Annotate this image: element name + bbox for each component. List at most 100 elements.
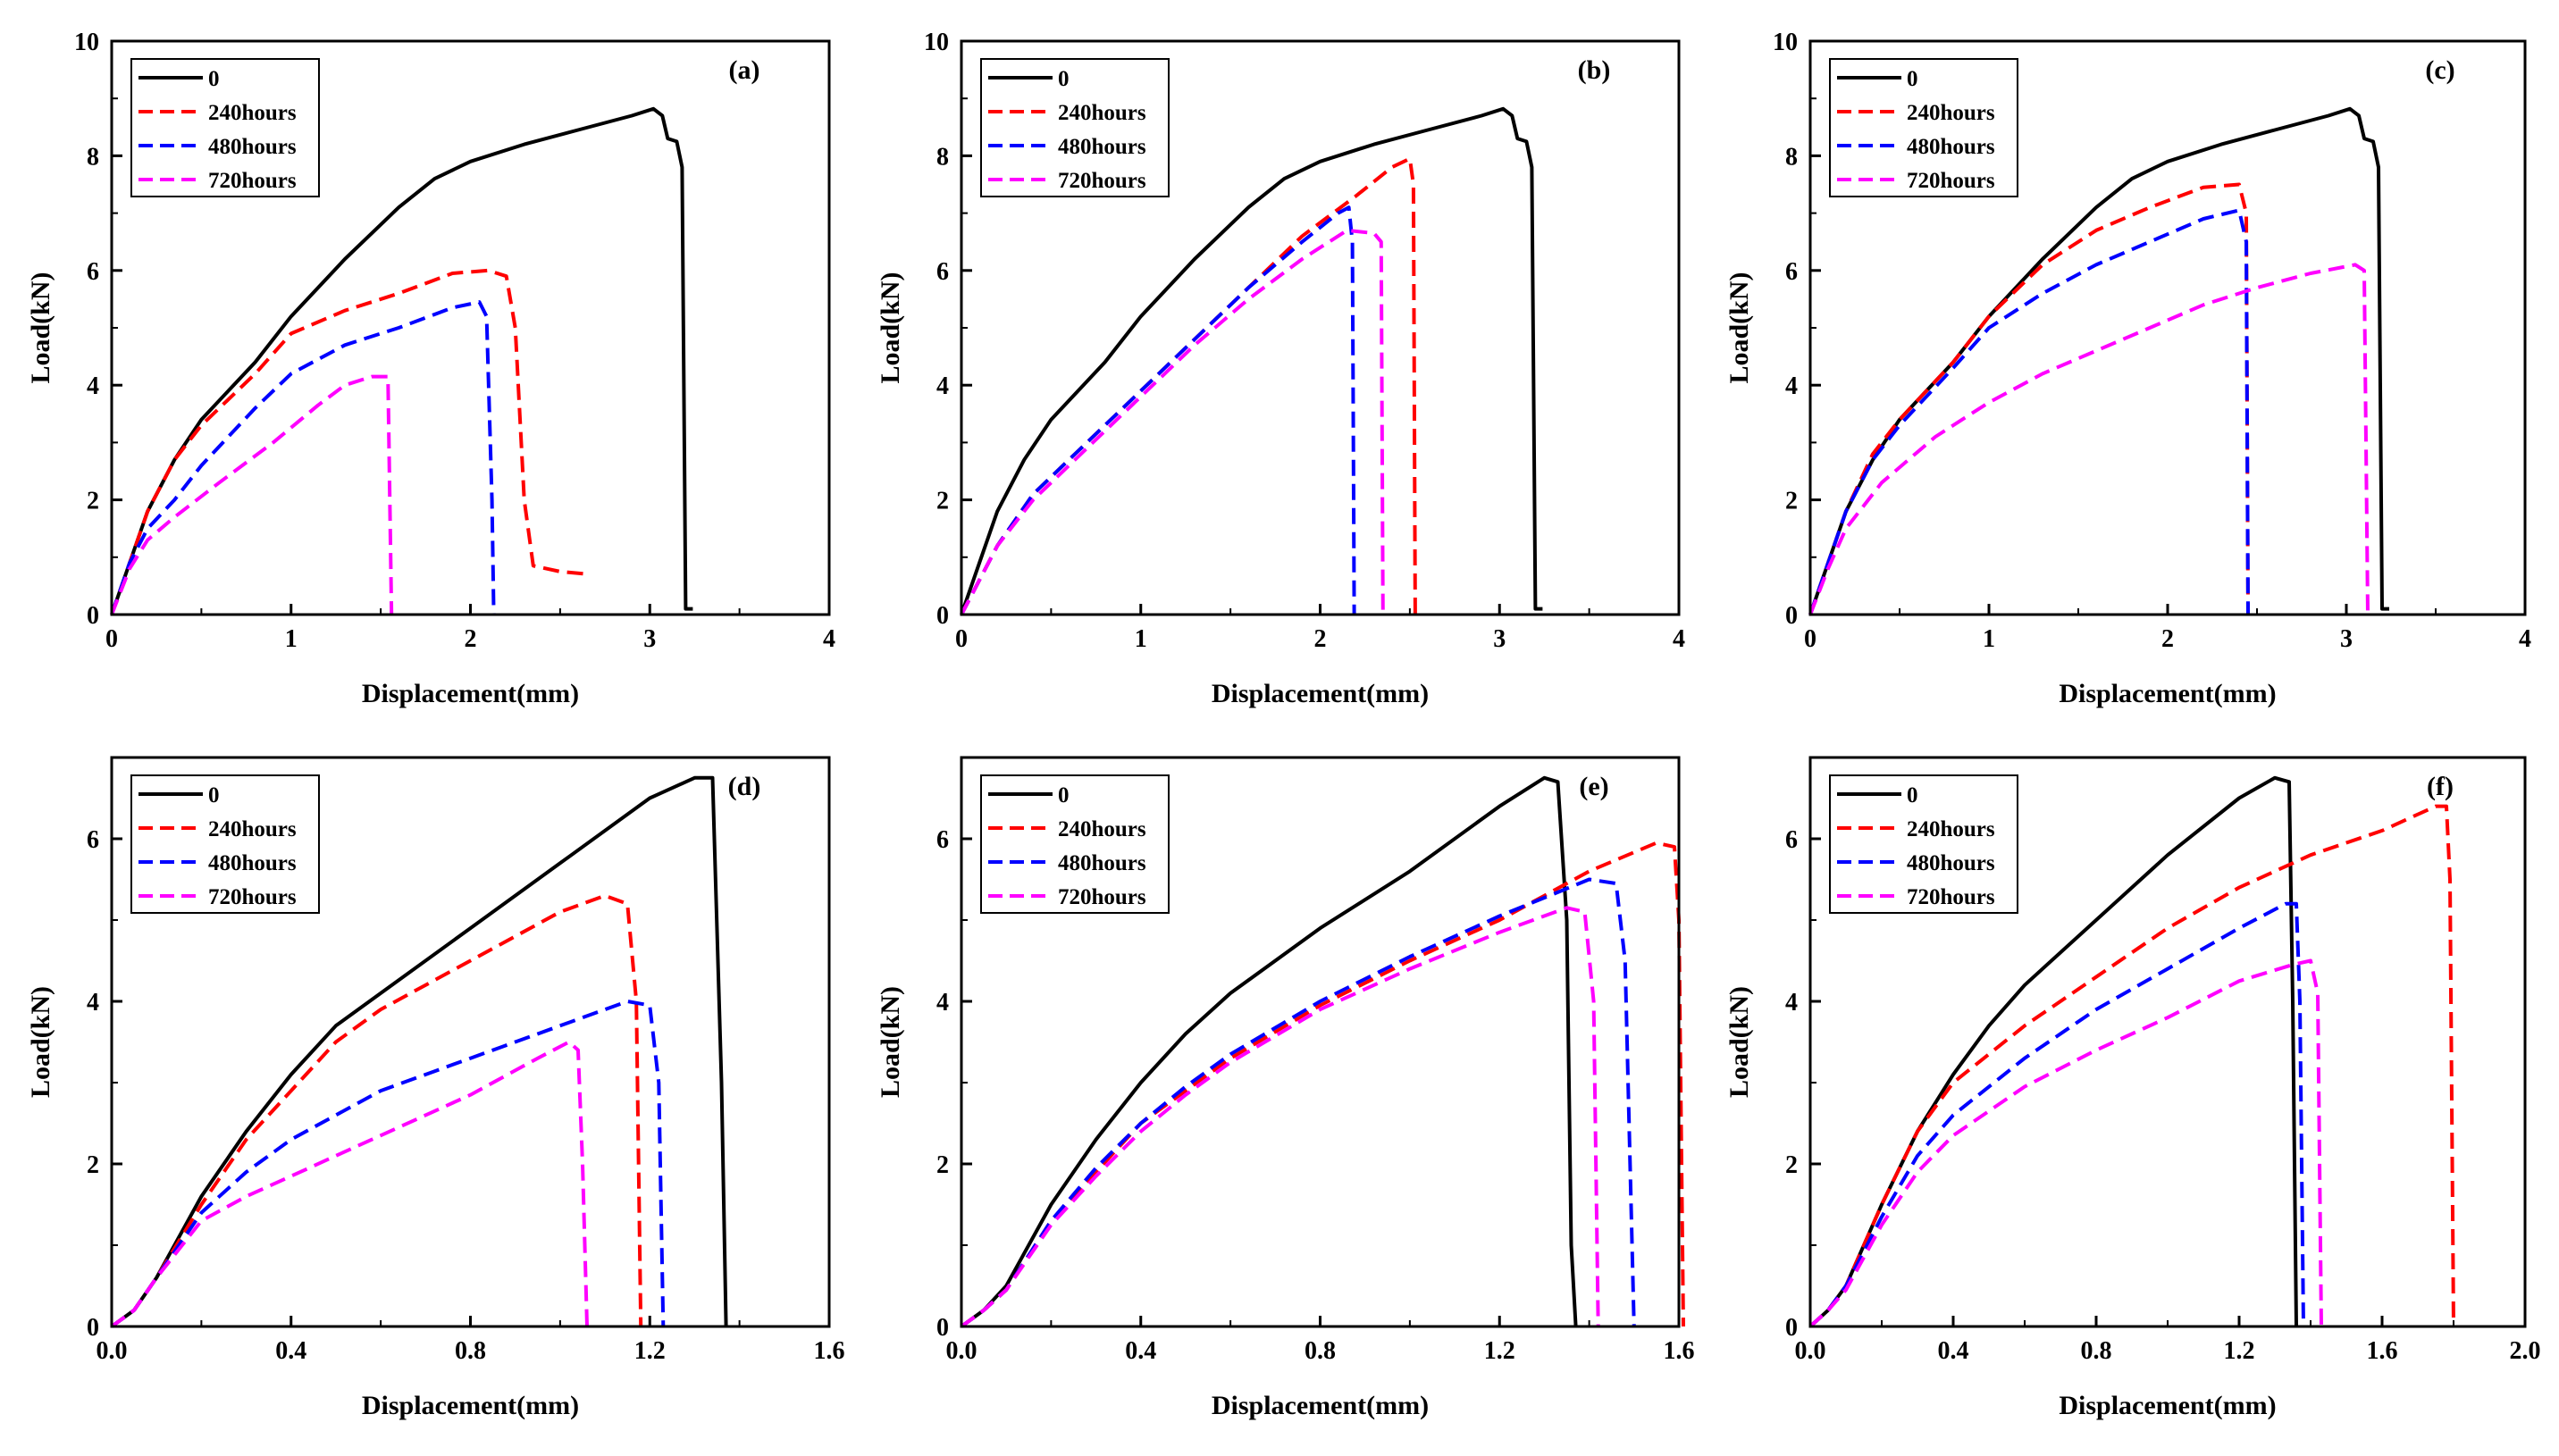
x-tick-label: 1.6: [1664, 1337, 1695, 1365]
y-tick-label: 8: [1785, 143, 1798, 171]
legend: 0 240hours 480hours 720hours: [1829, 774, 2018, 914]
panel-label: (e): [1579, 772, 1608, 801]
series-line-480hours: [110, 1000, 666, 1328]
x-axis-title: Displacement(mm): [2059, 679, 2276, 708]
legend-label: 720hours: [1907, 885, 1995, 909]
legend-label: 720hours: [1907, 169, 1995, 193]
series-line-240hours: [960, 156, 1417, 615]
y-tick-label: 6: [87, 826, 99, 854]
series-line-480hours: [1808, 901, 2305, 1328]
y-tick-label: 0: [87, 1314, 99, 1342]
x-tick-label: 0.4: [1125, 1337, 1156, 1365]
series-line-720hours: [1808, 263, 2370, 615]
legend-box: [130, 58, 320, 197]
panel-label: (c): [2425, 55, 2454, 85]
chart-panel-5: 0.0 0.4 0.8 1.2 1.6 0 2 4 6 Displacement(mm) Load(…: [876, 756, 1695, 1420]
y-tick-label: 6: [1785, 258, 1798, 286]
series-line-0: [960, 775, 1578, 1328]
x-tick-label: 0: [105, 625, 118, 653]
legend: 0 240hours 480hours 720hours: [1829, 58, 2018, 197]
x-tick-label: 1.2: [2224, 1337, 2255, 1365]
x-tick-label: 2: [465, 625, 477, 653]
legend: 0 240hours 480hours 720hours: [980, 58, 1170, 197]
legend-label: 0: [1058, 67, 1070, 91]
legend-label: 720hours: [1058, 169, 1146, 193]
legend-label: 0: [1907, 783, 1918, 807]
x-tick-label: 2.0: [2510, 1337, 2541, 1365]
series-line-720hours: [110, 1040, 589, 1328]
legend-label: 480hours: [1907, 851, 1995, 875]
series-line-480hours: [1808, 208, 2250, 615]
x-tick-label: 4: [1673, 625, 1685, 653]
x-tick-label: 0.0: [946, 1337, 977, 1365]
x-tick-label: 0.8: [455, 1337, 486, 1365]
x-tick-label: 0.8: [1305, 1337, 1336, 1365]
y-axis-title: Load(kN): [26, 986, 55, 1098]
x-tick-label: 1: [1135, 625, 1147, 653]
legend-label: 480hours: [1058, 135, 1146, 159]
series-line-480hours: [110, 300, 496, 615]
x-tick-label: 0.0: [96, 1337, 128, 1365]
x-tick-label: 1.2: [1484, 1337, 1515, 1365]
panel-label: (d): [728, 772, 761, 801]
x-axis-title: Displacement(mm): [1212, 1391, 1429, 1420]
x-tick-label: 4: [2519, 625, 2531, 653]
x-tick-label: 2: [1314, 625, 1327, 653]
y-tick-label: 10: [1773, 29, 1798, 56]
y-tick-label: 0: [1785, 602, 1798, 630]
x-tick-label: 0: [955, 625, 968, 653]
y-axis-title: Load(kN): [1724, 986, 1754, 1098]
legend-label: 720hours: [1058, 885, 1146, 909]
legend-label: 0: [208, 67, 220, 91]
x-tick-label: 1.6: [814, 1337, 845, 1365]
legend-label: 240hours: [208, 817, 297, 841]
y-axis-title: Load(kN): [876, 986, 905, 1098]
x-tick-label: 1: [285, 625, 298, 653]
legend-box: [1829, 58, 2018, 197]
x-tick-label: 3: [643, 625, 656, 653]
y-tick-label: 6: [936, 258, 949, 286]
x-tick-label: 0.4: [1938, 1337, 1969, 1365]
legend-label: 480hours: [1058, 851, 1146, 875]
y-tick-label: 4: [1785, 989, 1798, 1017]
legend-label: 240hours: [1058, 817, 1146, 841]
legend-label: 720hours: [208, 169, 297, 193]
legend-box: [980, 774, 1170, 914]
legend-box: [1829, 774, 2018, 914]
legend-label: 0: [1058, 783, 1070, 807]
legend-box: [980, 58, 1170, 197]
x-tick-label: 0: [1804, 625, 1816, 653]
x-tick-label: 2: [2161, 625, 2174, 653]
legend-label: 0: [208, 783, 220, 807]
y-tick-label: 4: [936, 372, 949, 400]
x-tick-label: 3: [1493, 625, 1506, 653]
legend-label: 480hours: [208, 135, 297, 159]
y-tick-label: 0: [87, 602, 99, 630]
y-tick-label: 2: [87, 488, 99, 515]
legend: 0 240hours 480hours 720hours: [980, 774, 1170, 914]
chart-panel-1: 0 1 2 3 4 0 2 4 6 8 10 Displacement(mm) Load(kN) (a) 0…: [26, 29, 835, 708]
y-tick-label: 2: [87, 1151, 99, 1179]
y-axis-title: Load(kN): [1724, 272, 1754, 383]
chart-panel-6: 0.0 0.4 0.8 1.2 1.6 2.0 0 2 4 6 Displacement(mm) Lo…: [1724, 756, 2541, 1420]
legend-label: 240hours: [1058, 101, 1146, 125]
x-axis-title: Displacement(mm): [2059, 1391, 2276, 1420]
x-axis-title: Displacement(mm): [362, 1391, 579, 1420]
y-tick-label: 0: [1785, 1314, 1798, 1342]
legend-box: [130, 774, 320, 914]
legend-label: 240hours: [1907, 101, 1995, 125]
x-tick-label: 3: [2340, 625, 2353, 653]
series-line-240hours: [960, 841, 1685, 1328]
legend-label: 0: [1907, 67, 1918, 91]
y-tick-label: 8: [936, 143, 949, 171]
series-line-720hours: [960, 906, 1600, 1328]
y-tick-label: 2: [1785, 1151, 1798, 1179]
series-line-720hours: [1808, 958, 2323, 1328]
legend-label: 480hours: [1907, 135, 1995, 159]
y-tick-label: 6: [936, 826, 949, 854]
y-tick-label: 10: [74, 29, 99, 56]
y-tick-label: 4: [1785, 372, 1798, 400]
series-line-240hours: [1808, 182, 2250, 615]
y-tick-label: 2: [936, 1151, 949, 1179]
